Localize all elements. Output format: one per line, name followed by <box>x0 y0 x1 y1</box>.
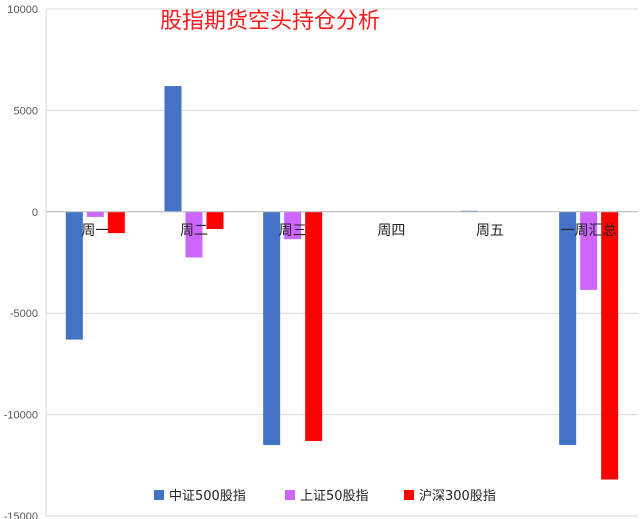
legend-label: 中证500股指 <box>169 489 246 504</box>
bar-1-周二 <box>164 86 182 212</box>
bar-1-周三 <box>263 211 281 446</box>
bar-3-一周汇总 <box>601 211 619 480</box>
legend-swatch <box>404 490 414 500</box>
bar-2-周二 <box>185 211 203 258</box>
bars <box>65 86 619 480</box>
bar-3-周二 <box>206 211 224 230</box>
x-category-label: 周四 <box>377 223 405 239</box>
y-tick-label: 0 <box>32 207 38 219</box>
y-tick-label: -10000 <box>4 410 38 422</box>
x-category-label: 一周汇总 <box>561 223 617 239</box>
legend-swatch <box>154 490 164 500</box>
x-category-label: 周三 <box>279 223 307 239</box>
legend-swatch <box>285 490 295 500</box>
bar-3-周三 <box>305 211 323 441</box>
y-tick-label: 10000 <box>7 4 38 16</box>
legend-label: 沪深300股指 <box>419 488 496 504</box>
bar-3-周一 <box>107 211 125 234</box>
x-category-label: 周一 <box>81 223 109 239</box>
bar-1-周五 <box>460 210 478 212</box>
y-tick-label: -15000 <box>4 511 38 519</box>
bar-2-周一 <box>86 211 104 217</box>
axes <box>45 9 638 516</box>
legend-label: 上证50股指 <box>300 489 369 504</box>
legend: 中证500股指 上证50股指 沪深300股指 <box>154 488 496 504</box>
bar-1-周一 <box>65 211 83 340</box>
chart-title: 股指期货空头持仓分析 <box>160 9 380 34</box>
y-tick-label: -5000 <box>10 308 38 320</box>
labels: 10000 5000 0 -5000 -10000 -15000 周一 周二 周三 周四 周五 一周汇… <box>4 4 617 519</box>
y-tick-label: 5000 <box>14 105 38 117</box>
bar-2-周三 <box>284 211 302 240</box>
x-category-label: 周二 <box>180 223 208 239</box>
x-category-label: 周五 <box>476 223 504 239</box>
bar-1-一周汇总 <box>559 211 577 446</box>
bar-2-一周汇总 <box>580 211 598 290</box>
